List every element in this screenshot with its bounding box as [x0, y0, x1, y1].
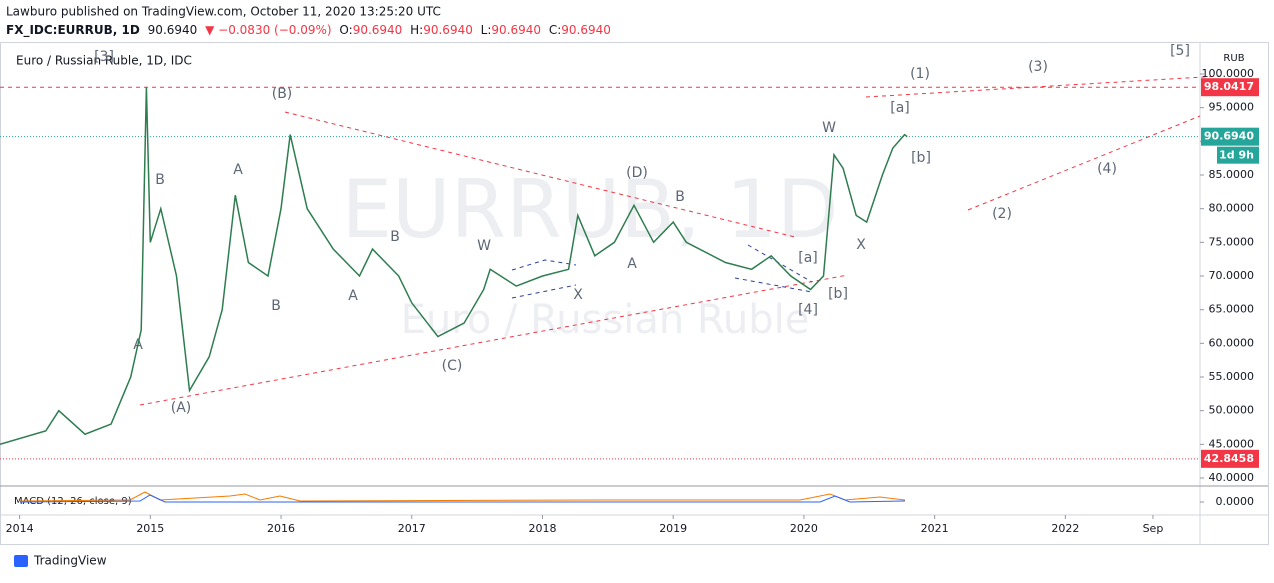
price-tag [1201, 78, 1259, 97]
ohlc-label: C: [549, 23, 561, 37]
x-tick-label: 2016 [267, 522, 295, 535]
ohlc-value: 90.6940 [491, 23, 541, 37]
price-tag [1201, 449, 1259, 468]
y-tick-label: 95.0000 [1209, 101, 1255, 114]
wave-label: [b] [911, 150, 931, 166]
y-tick-label: 40.0000 [1209, 471, 1255, 484]
ohlc-value: 90.6940 [353, 23, 403, 37]
wave-label: [a] [798, 250, 818, 266]
wave-label: (3) [1028, 59, 1048, 75]
ohlc-label: O: [339, 23, 352, 37]
x-tick-label: 2014 [6, 522, 34, 535]
y-tick-label: 45.0000 [1209, 437, 1255, 450]
y-tick-label: 100.0000 [1202, 67, 1255, 80]
trend-line [865, 75, 1221, 98]
wave-label: (C) [442, 358, 463, 374]
y-tick-label: 55.0000 [1209, 370, 1255, 383]
ohlc-value: 90.6940 [423, 23, 473, 37]
countdown: 1d 9h [1219, 149, 1254, 162]
y-tick-label: 75.0000 [1209, 235, 1255, 248]
wave-label: (2) [992, 206, 1012, 222]
y-tick-label: 85.0000 [1209, 168, 1255, 181]
x-tick-label: 2020 [790, 522, 818, 535]
wave-label: X [856, 237, 866, 253]
last: 90.6940 [148, 23, 198, 37]
chart-title: Euro / Russian Ruble, 1D, IDC [16, 54, 192, 68]
x-tick-label: 2022 [1051, 522, 1079, 535]
y-tick-label: 50.0000 [1209, 404, 1255, 417]
wave-label: A [233, 162, 243, 178]
wave-label: B [675, 189, 685, 205]
wave-label: B [271, 298, 281, 314]
trend-line [967, 115, 1201, 211]
watermark: EURRUB, 1D [341, 163, 838, 256]
y-tick-label: 80.0000 [1209, 202, 1255, 215]
indicator-tick-label: 0.0000 [1216, 495, 1255, 508]
trend-lines [139, 75, 1221, 406]
wave-label: [4] [798, 302, 818, 318]
ohlc-label: L: [481, 23, 492, 37]
triangles [511, 244, 813, 299]
wave-label: [b] [828, 286, 848, 302]
wave-label: (A) [171, 400, 192, 416]
wave-label: X [573, 287, 583, 303]
price-tag [1201, 127, 1259, 146]
y-tick-label: 70.0000 [1209, 269, 1255, 282]
wave-label: W [477, 238, 491, 254]
ohlc-label: H: [410, 23, 423, 37]
price-tag-label: 42.8458 [1204, 452, 1254, 465]
symbol-line: FX_IDC:EURRUB, 1D 90.6940 ▼ −0.0830 (−0.… [6, 23, 611, 38]
countdown-tag [1217, 146, 1259, 164]
triangle [734, 244, 813, 293]
wave-label: (B) [272, 86, 293, 102]
ohlc-value: 90.6940 [561, 23, 611, 37]
price-tag-label: 98.0417 [1204, 80, 1254, 93]
x-tick-label: 2015 [136, 522, 164, 535]
logo [14, 555, 28, 567]
change: ▼ −0.0830 (−0.09%) [205, 23, 331, 37]
price-tag-label: 90.6940 [1204, 130, 1254, 143]
triangle [511, 259, 577, 299]
x-tick-label: 2018 [528, 522, 556, 535]
x-tick-label: 2017 [398, 522, 426, 535]
signal-line [19, 494, 906, 503]
y-tick-label: 65.0000 [1209, 303, 1255, 316]
x-tick-label: Sep [1143, 522, 1164, 535]
wave-label: B [390, 229, 400, 245]
wave-label: [5] [1170, 43, 1190, 59]
wave-label: (1) [910, 66, 930, 82]
publisher: Lawburo published on TradingView.com, Oc… [6, 5, 441, 19]
x-tick-label: 2019 [659, 522, 687, 535]
wave-label: [a] [890, 100, 910, 116]
wave-label: (D) [626, 165, 648, 181]
wave-label: A [627, 256, 637, 272]
currency: RUB [1223, 53, 1244, 64]
footer: TradingView [33, 554, 107, 568]
frame [0, 42, 1269, 545]
price-line [0, 87, 908, 446]
wave-label: B [155, 172, 165, 188]
y-tick-label: 60.0000 [1209, 336, 1255, 349]
x-tick-label: 2021 [921, 522, 949, 535]
wave-label: [3] [94, 49, 114, 65]
wave-label: W [822, 120, 836, 136]
wave-label: A [348, 288, 358, 304]
symbol: FX_IDC:EURRUB, 1D [6, 23, 140, 38]
wave-label: (4) [1097, 161, 1117, 177]
